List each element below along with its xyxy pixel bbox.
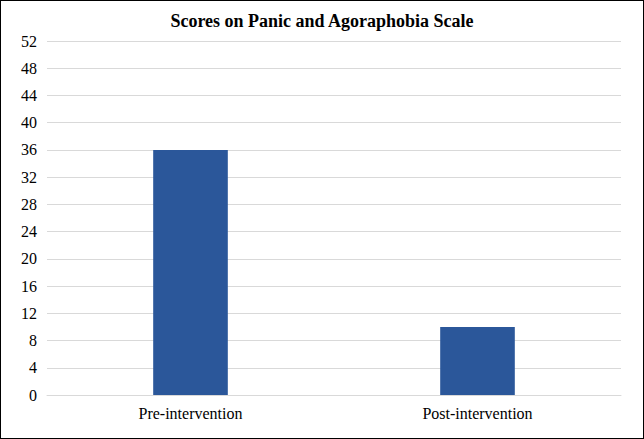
svg-text:36: 36 (21, 141, 37, 158)
svg-text:24: 24 (21, 223, 37, 240)
svg-text:32: 32 (21, 169, 37, 186)
svg-text:8: 8 (29, 332, 37, 349)
svg-text:20: 20 (21, 250, 37, 267)
svg-text:40: 40 (21, 114, 37, 131)
svg-text:Pre-intervention: Pre-intervention (139, 405, 243, 422)
svg-text:52: 52 (21, 33, 37, 50)
svg-text:28: 28 (21, 196, 37, 213)
svg-text:Post-intervention: Post-intervention (422, 405, 532, 422)
svg-text:Scores on Panic and Agoraphobi: Scores on Panic and Agoraphobia Scale (170, 11, 473, 31)
svg-text:16: 16 (21, 278, 37, 295)
svg-text:48: 48 (21, 60, 37, 77)
svg-text:44: 44 (21, 87, 37, 104)
svg-text:12: 12 (21, 305, 37, 322)
svg-text:0: 0 (29, 387, 37, 404)
svg-text:4: 4 (29, 359, 37, 376)
